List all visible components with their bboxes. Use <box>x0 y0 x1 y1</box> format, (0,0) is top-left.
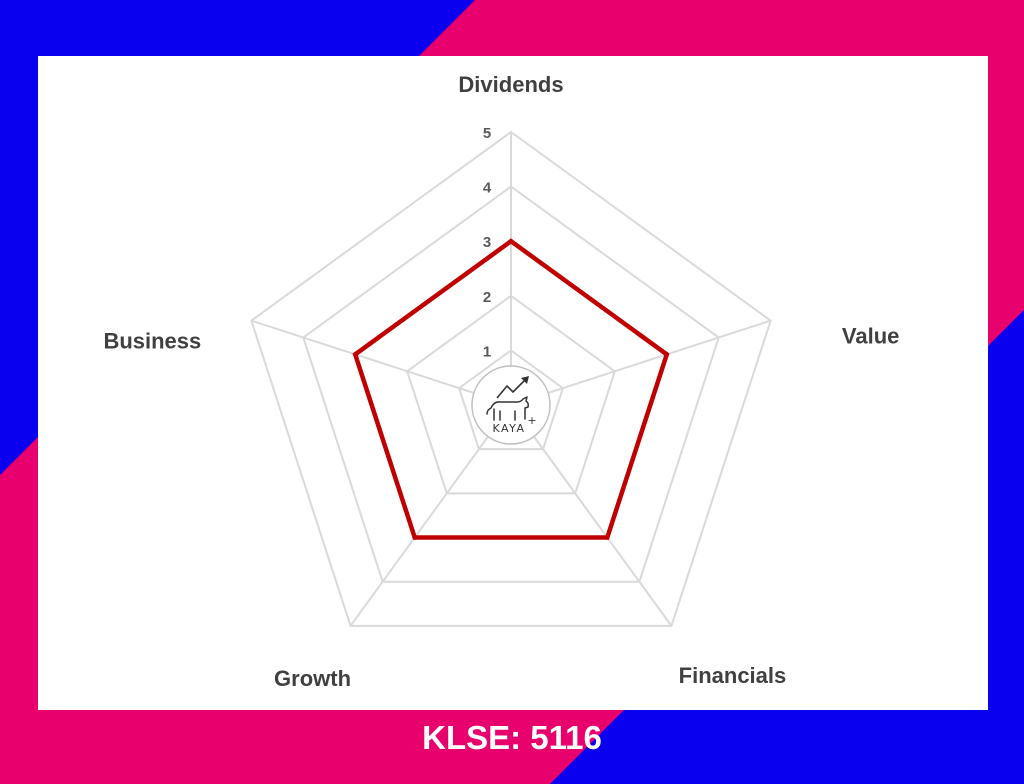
trend-arrow-head <box>521 376 529 384</box>
tick-label-1: 1 <box>483 343 491 360</box>
radar-chart: 1 2 3 4 5 Dividends Value Financials Growth Busin… <box>103 72 899 691</box>
tick-label-5: 5 <box>483 125 491 142</box>
grid-ring-2 <box>405 294 617 495</box>
spoke-financials <box>510 404 673 627</box>
tick-label-4: 4 <box>483 180 492 197</box>
axis-label-value: Value <box>842 324 899 349</box>
axis-label-business: Business <box>103 329 201 354</box>
data-point-financials <box>605 535 610 540</box>
data-point-value <box>664 352 669 357</box>
data-point-dividends <box>508 239 514 244</box>
bull-icon <box>486 396 529 421</box>
grid-ring-4 <box>302 185 720 583</box>
kaya-logo: KAYA+ <box>471 365 551 445</box>
spoke-value <box>510 319 771 406</box>
axis-label-dividends: Dividends <box>458 72 563 97</box>
trend-arrow-icon <box>496 377 528 399</box>
logo-plus: + <box>527 414 536 427</box>
grid-ring-1 <box>457 349 565 451</box>
tick-label-2: 2 <box>483 289 491 306</box>
data-point-business <box>353 352 358 357</box>
spoke-business <box>251 319 512 406</box>
logo-text: KAYA <box>492 422 525 435</box>
tick-label-3: 3 <box>483 234 491 251</box>
spoke-growth <box>349 404 512 627</box>
series-line-0 <box>352 238 670 540</box>
axis-label-financials: Financials <box>679 663 787 688</box>
logo-circle <box>471 365 551 445</box>
axis-label-growth: Growth <box>274 666 351 691</box>
ticker-label: KLSE: 5116 <box>422 719 602 756</box>
data-point-growth <box>412 535 417 540</box>
grid-ring-5 <box>250 130 772 627</box>
chart-panel: 1 2 3 4 5 Dividends Value Financials Growth Busin… <box>38 56 988 710</box>
